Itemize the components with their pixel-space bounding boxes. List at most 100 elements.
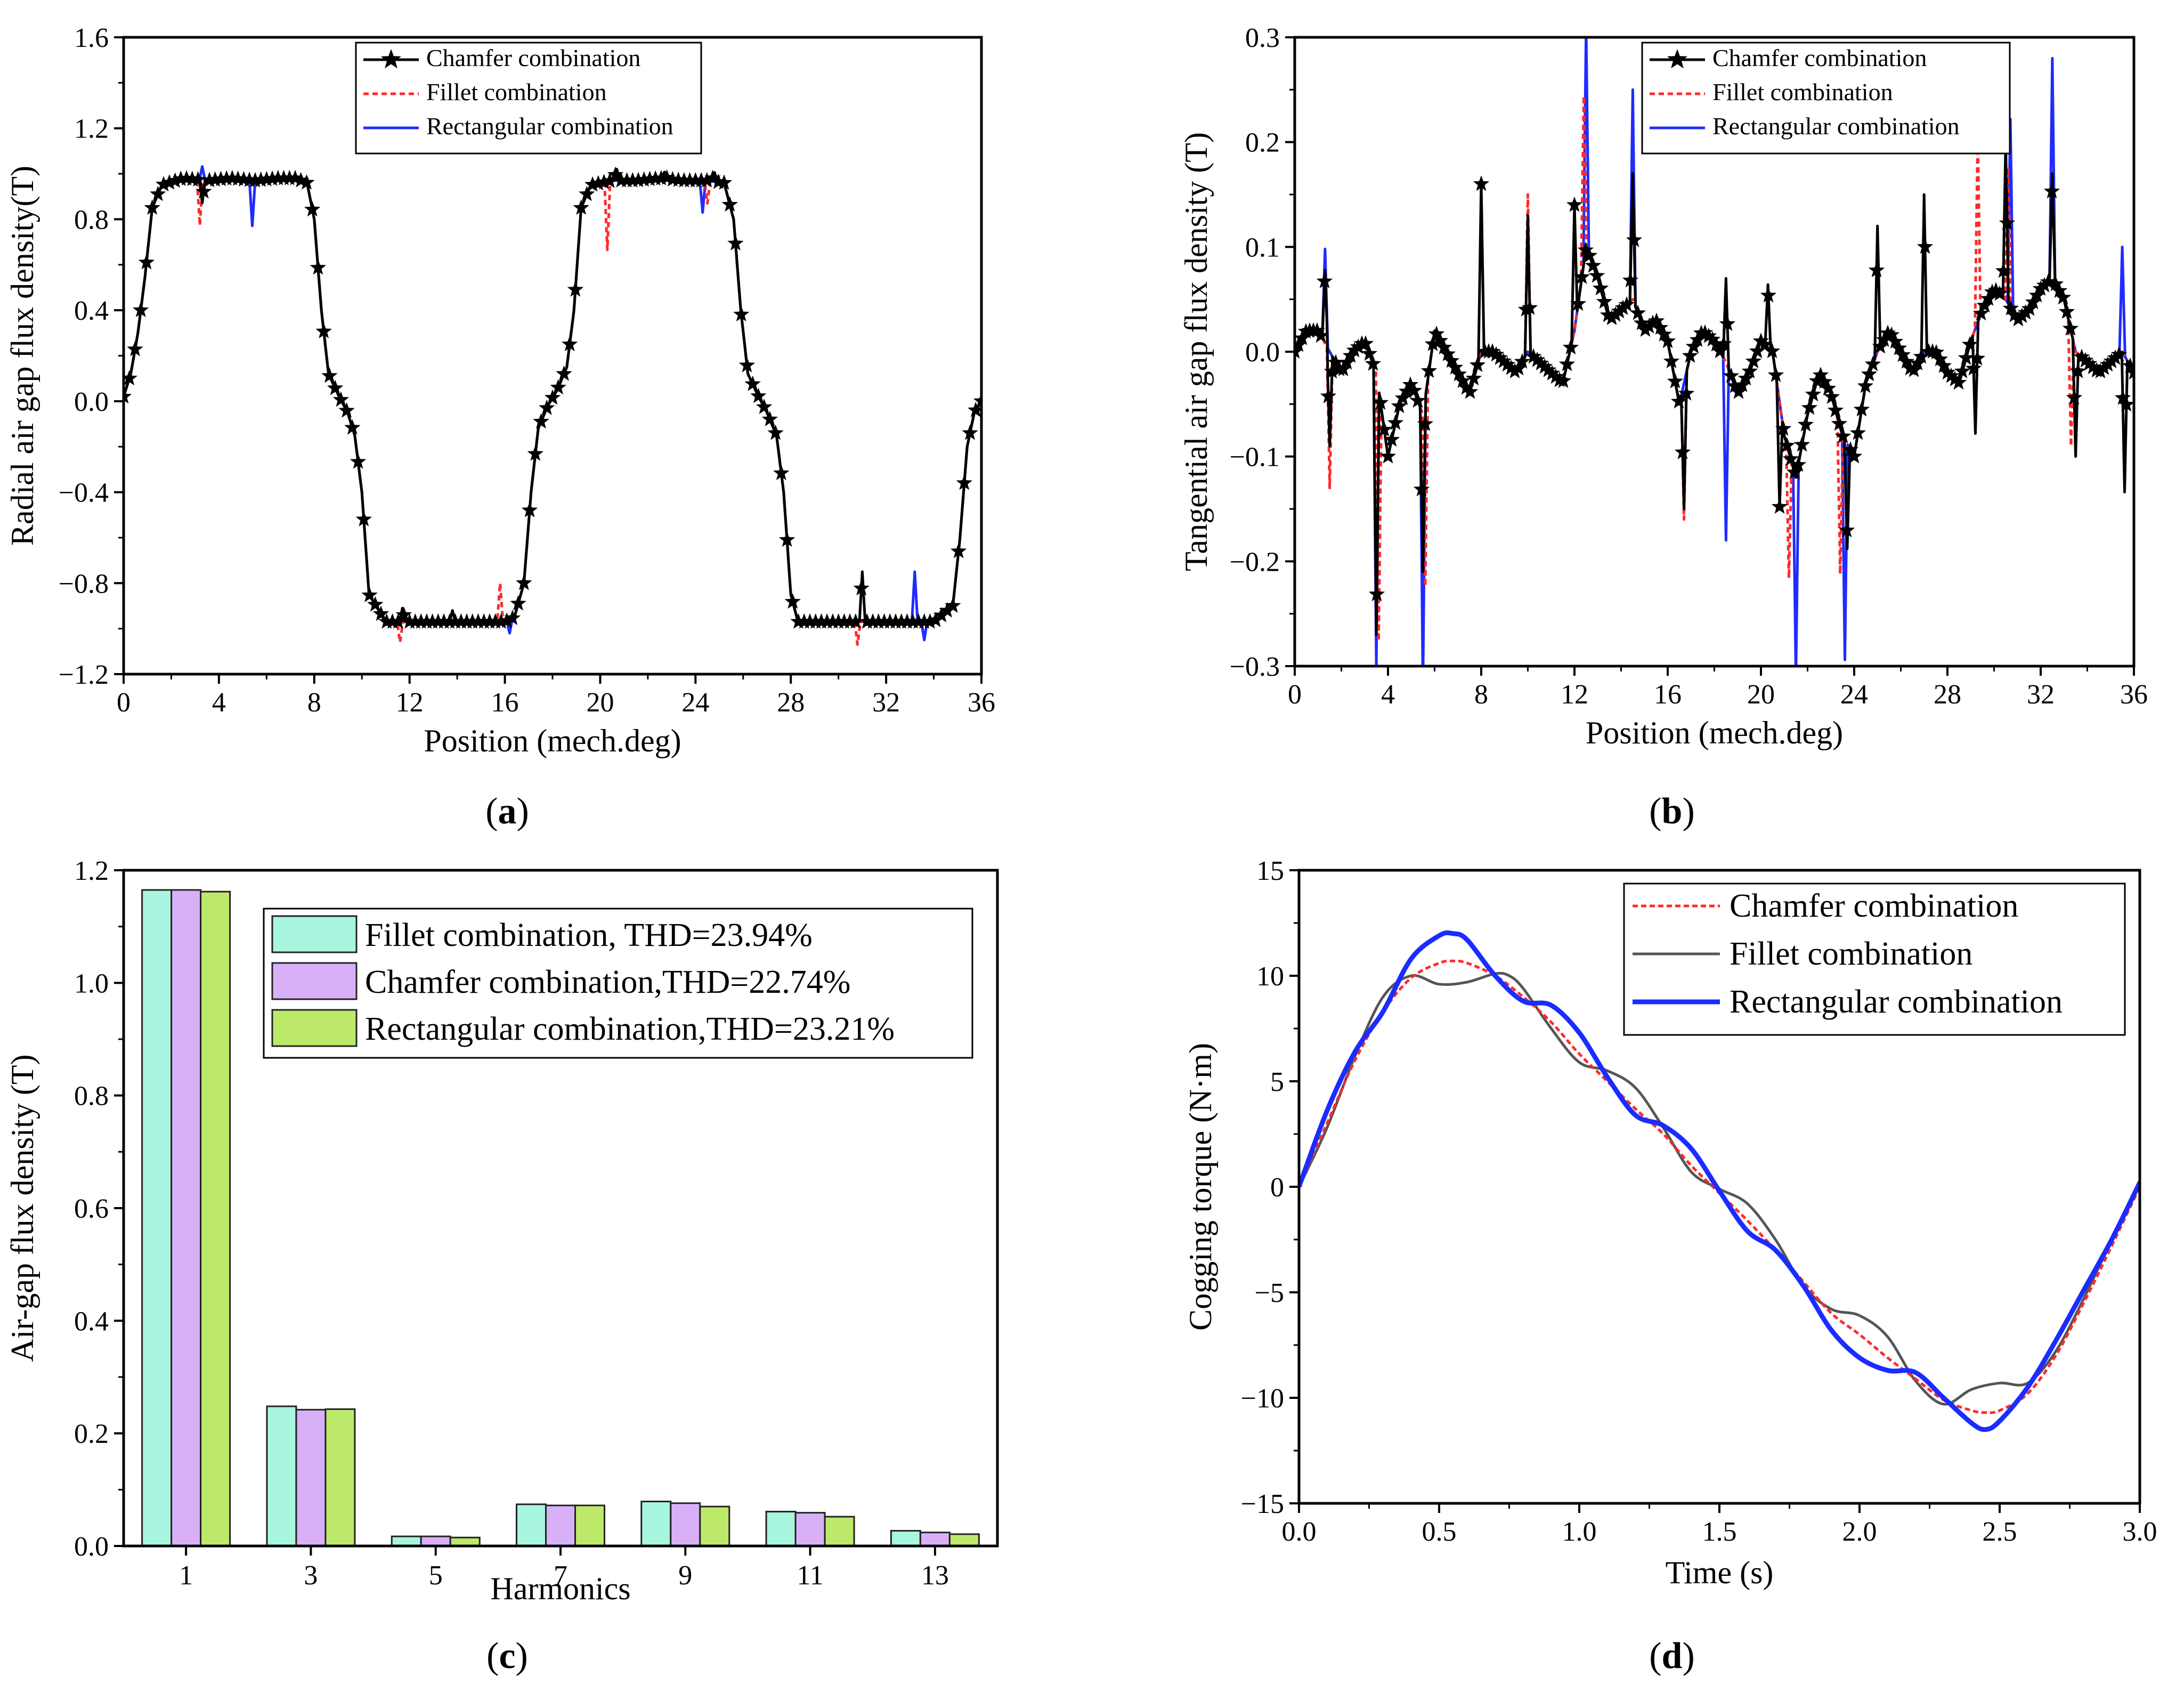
data-point — [293, 172, 309, 188]
data-point — [2058, 303, 2075, 319]
panel-letter: d — [1662, 1636, 1683, 1677]
bar-rectangular-combination-h13 — [948, 1533, 980, 1547]
data-point — [1831, 415, 1848, 431]
data-point — [567, 281, 584, 297]
data-point — [784, 593, 801, 609]
data-point — [1529, 351, 1546, 367]
y-tick-label: 5 — [1270, 1067, 1284, 1097]
data-point — [1499, 356, 1516, 372]
data-point — [1898, 353, 1915, 369]
data-point — [498, 612, 515, 628]
data-point — [738, 357, 756, 373]
legend-entry-0: Chamfer combination — [1712, 44, 1927, 71]
data-point — [1816, 373, 1833, 389]
data-point — [1723, 367, 1740, 383]
data-point — [744, 375, 761, 391]
data-point — [1667, 373, 1684, 388]
legend-entry-0: Chamfer combination — [1730, 888, 2018, 924]
data-point — [1585, 257, 1602, 273]
data-point — [1801, 399, 1818, 415]
data-point — [2047, 276, 2064, 292]
bar-fillet-combination-h9 — [640, 1501, 672, 1547]
data-point — [1991, 285, 2008, 301]
data-point — [630, 172, 647, 188]
data-point — [699, 172, 715, 188]
data-point — [1555, 373, 1572, 388]
legend-entry-1: Fillet combination — [1730, 936, 1972, 972]
data-point — [367, 596, 384, 612]
y-tick-label: 0.0 — [1245, 337, 1280, 368]
y-axis-label: Air-gap flux density (T) — [5, 1055, 40, 1362]
plot-area — [1295, 37, 2134, 666]
data-point — [350, 453, 367, 469]
data-point — [1793, 436, 1810, 452]
y-tick-label: −0.4 — [59, 478, 109, 508]
data-point — [1626, 231, 1643, 247]
data-point — [1495, 353, 1512, 368]
data-point — [167, 172, 183, 188]
data-point — [1644, 314, 1661, 330]
x-tick-label: 0 — [117, 687, 131, 718]
x-tick-label: 3.0 — [2123, 1517, 2157, 1547]
data-point — [1540, 361, 1557, 377]
data-point — [1738, 370, 1755, 386]
x-tick-label: 7 — [554, 1560, 567, 1591]
data-point — [527, 445, 543, 461]
data-point — [973, 392, 981, 408]
data-point — [1473, 175, 1490, 191]
data-point — [510, 595, 526, 611]
data-point — [1517, 301, 1535, 317]
x-tick-label: 4 — [1381, 679, 1395, 710]
data-point — [767, 424, 784, 440]
data-point — [1652, 319, 1669, 335]
data-point — [1749, 343, 1766, 359]
data-point — [1745, 353, 1762, 368]
x-tick-label: 8 — [307, 687, 321, 718]
data-point — [602, 172, 618, 188]
data-point — [1868, 262, 1885, 278]
x-tick-label: 11 — [797, 1560, 824, 1591]
y-axis-label: Tangential air gap flux density (T) — [1179, 132, 1214, 571]
y-tick-label: −0.8 — [59, 569, 109, 599]
data-point — [1566, 196, 1583, 212]
legend-swatch-2 — [271, 1009, 358, 1047]
bar-chamfer-combination-h11 — [794, 1512, 826, 1547]
data-point — [1790, 456, 1807, 472]
data-point — [773, 465, 790, 480]
data-point — [1379, 448, 1397, 464]
y-tick-label: −1.2 — [59, 660, 109, 690]
bar-fillet-combination-h3 — [266, 1405, 297, 1547]
bar-chamfer-combination-h9 — [670, 1502, 701, 1547]
data-point — [933, 606, 950, 622]
x-tick-label: 20 — [1747, 679, 1775, 710]
data-point — [1450, 366, 1467, 382]
data-point — [395, 606, 412, 622]
data-point — [1820, 380, 1837, 396]
data-point — [1670, 393, 1687, 409]
data-point — [1309, 322, 1326, 338]
panel-label: (d) — [1649, 1636, 1695, 1677]
data-point — [1600, 306, 1617, 322]
data-point — [1767, 367, 1784, 382]
data-point — [533, 413, 549, 429]
data-point — [2066, 389, 2083, 405]
data-point — [1406, 382, 1423, 398]
data-point — [939, 602, 955, 618]
data-point — [327, 379, 344, 395]
x-tick-label: 16 — [1654, 679, 1682, 710]
x-tick-label: 9 — [678, 1560, 692, 1591]
y-tick-label: 0.2 — [74, 1419, 109, 1450]
bar-chamfer-combination-h5 — [420, 1535, 451, 1547]
data-point — [2043, 183, 2060, 199]
y-tick-label: 0 — [1270, 1172, 1284, 1203]
data-point — [956, 474, 972, 490]
x-tick-label: 28 — [1934, 679, 1961, 710]
legend-marker — [381, 49, 401, 69]
data-point — [1454, 373, 1471, 388]
data-point — [1708, 336, 1725, 352]
data-point — [1428, 326, 1445, 341]
data-point — [1324, 363, 1341, 379]
data-point — [1965, 360, 1982, 376]
data-point — [1365, 355, 1382, 371]
